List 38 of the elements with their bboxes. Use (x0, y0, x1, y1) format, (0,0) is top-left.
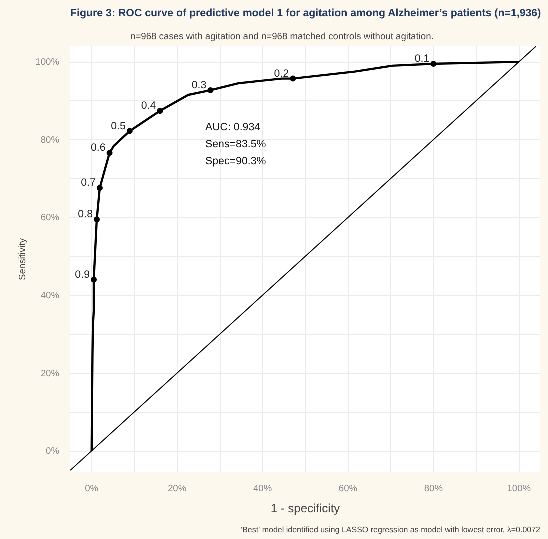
x-tick-label: 100% (507, 484, 532, 494)
point (290, 76, 296, 82)
y-tick-label: 20% (40, 368, 60, 378)
y-tick-label: 60% (40, 212, 60, 223)
annotation: 0.1 (414, 53, 430, 66)
point (208, 87, 214, 94)
x-axis-title: 1 - specificity (270, 502, 340, 516)
point (91, 276, 97, 283)
annotation: Spec=90.3% (206, 156, 267, 168)
y-tick-label: 40% (40, 290, 60, 300)
annotation: 0.5 (111, 120, 126, 132)
annotation: 0.8 (78, 208, 94, 221)
x-tick-label: 40% (253, 484, 272, 494)
annotation: 0.4 (141, 100, 156, 112)
annotation: 0.7 (81, 177, 96, 190)
annotation: 0.3 (192, 79, 207, 92)
x-tick-label: 0% (85, 484, 99, 494)
y-tick-label: 100% (36, 57, 60, 68)
y-axis-title: Sensitivity (18, 238, 28, 280)
annotation: 0.6 (90, 142, 106, 154)
x-tick-label: 20% (168, 484, 187, 494)
annotation: 0.2 (274, 68, 290, 80)
point (126, 128, 133, 134)
x-tick-label: 80% (424, 484, 444, 494)
annotation: AUC: 0.934 (206, 122, 261, 134)
point (157, 108, 164, 114)
point (106, 150, 113, 156)
text: 'Best' model identified using LASSO regression as model with lowest error, λ=0.0072 (241, 526, 542, 534)
point (430, 61, 437, 67)
y-tick-label: 0% (46, 446, 60, 456)
x-tick-label: 60% (338, 484, 358, 494)
annotation: 0.9 (75, 268, 90, 281)
chart-title: Figure 3: ROC curve of predictive model 1 for agitation among Alzheimer’s patients (n=1,936) (70, 8, 542, 20)
point (96, 185, 103, 192)
y-tick-label: 80% (40, 134, 60, 145)
chart-subtitle: n=968 cases with agitation and n=968 matched controls without agitation. (130, 32, 434, 42)
point (94, 216, 100, 223)
annotation: Sens=83.5% (206, 138, 267, 150)
